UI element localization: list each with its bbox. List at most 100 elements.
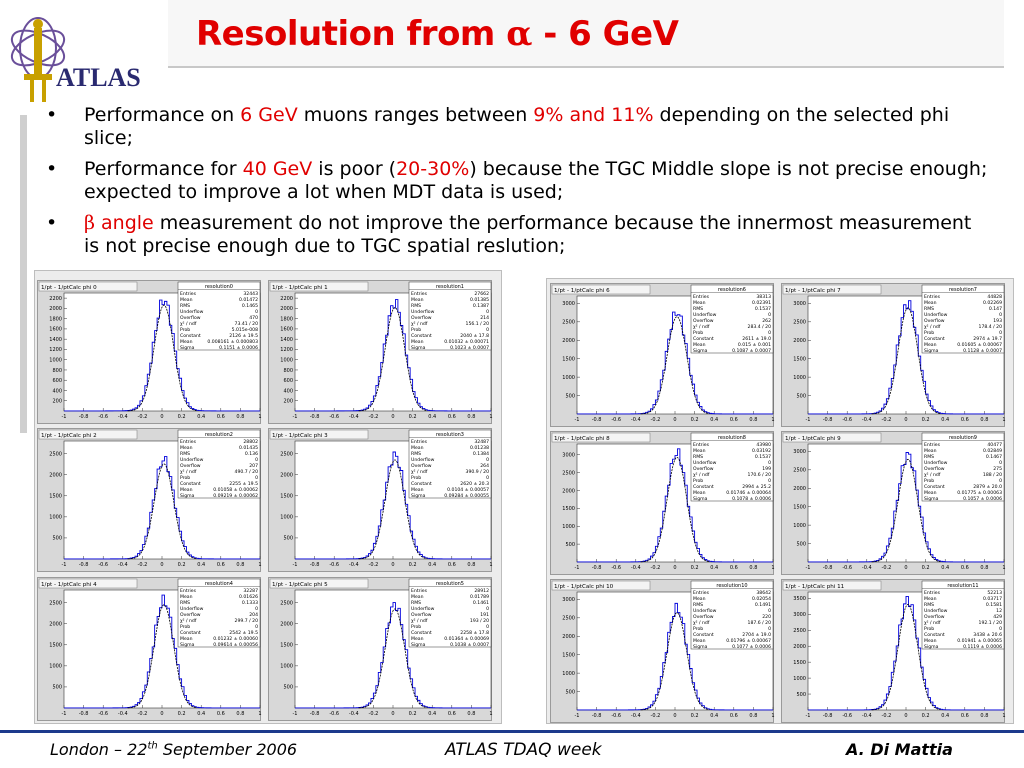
stats-value: 2258 ± 17.8 — [460, 630, 489, 636]
stats-key: Constant — [693, 632, 714, 638]
x-tick-label: 0.2 — [691, 565, 699, 571]
histogram-panel: 1/pt - 1/ptCalc phi 7 500 1000 1500 2000 2500… — [781, 283, 1006, 427]
x-tick-label: -0.8 — [310, 414, 320, 420]
stats-key: Overflow — [411, 315, 432, 321]
stats-value: 0.01385 — [470, 297, 489, 303]
y-tick-label: 2500 — [49, 600, 62, 606]
x-tick-label: -0.8 — [592, 713, 602, 719]
stats-value: 5.015e-008 — [232, 327, 258, 333]
bullet-text: muons ranges between — [297, 104, 534, 126]
histogram-panel: 1/pt - 1/ptCalc phi 5 500 1000 1500 2000 2500… — [268, 577, 493, 721]
stats-key: χ² / ndf — [693, 472, 710, 478]
x-tick-label: -0.2 — [651, 713, 661, 719]
x-tick-label: -0.4 — [631, 565, 641, 571]
stats-key: Sigma — [924, 496, 939, 502]
histogram-tab-label: 1/pt - 1/ptCalc phi 6 — [554, 288, 610, 294]
x-tick-label: -0.8 — [310, 562, 320, 568]
histogram-panel: 1/pt - 1/ptCalc phi 11 500 1000 1500 2000 250… — [781, 579, 1006, 723]
x-tick-label: -0.4 — [118, 562, 128, 568]
stats-value: 0 — [768, 478, 771, 484]
stats-box — [408, 281, 492, 351]
stats-key: Underflow — [180, 606, 204, 612]
stats-value: 0.1465 — [242, 303, 258, 309]
x-tick-label: 0.6 — [448, 414, 456, 420]
y-tick-label: 3500 — [793, 596, 806, 602]
stats-value: 0.1581 — [986, 602, 1002, 608]
stats-value: 73.41 / 20 — [235, 321, 259, 327]
stats-key: Mean — [180, 445, 193, 451]
y-tick-label: 500 — [283, 685, 293, 691]
histogram-series — [808, 452, 1004, 563]
stats-key: Prob — [411, 624, 421, 630]
x-tick-label: 0.8 — [467, 711, 475, 717]
x-tick-label: 1 — [771, 417, 774, 423]
stats-value: 0 — [768, 460, 771, 466]
stats-value: 0.015 ± 0.001 — [738, 342, 771, 348]
histogram-series — [64, 594, 260, 709]
stats-key: Entries — [180, 291, 197, 297]
stats-value: 0 — [999, 460, 1002, 466]
histogram-tab — [269, 281, 369, 292]
x-tick-label: -1 — [293, 711, 298, 717]
stats-key: RMS — [924, 454, 934, 460]
bullet-item: • Performance on 6 GeV muons ranges betwe… — [42, 104, 992, 150]
stats-key: RMS — [411, 303, 421, 309]
stats-value: 0.02269 — [983, 300, 1002, 306]
x-tick-label: -0.2 — [138, 562, 148, 568]
stats-value: 214 — [480, 315, 489, 321]
stats-box — [690, 284, 774, 354]
x-tick-label: 0 — [904, 713, 907, 719]
stats-key: Constant — [924, 632, 945, 638]
stats-value: 262 — [762, 318, 771, 324]
stats-value: 0.1023 ± 0.0007 — [450, 345, 489, 351]
stats-value: 0.1467 — [986, 454, 1002, 460]
stats-value: 0.01238 — [470, 445, 489, 451]
y-tick-label: 1000 — [49, 515, 62, 521]
histogram-series — [295, 451, 491, 560]
stats-key: χ² / ndf — [180, 469, 197, 475]
x-tick-label: -0.4 — [862, 565, 872, 571]
x-tick-label: 1 — [258, 414, 261, 420]
x-tick-label: 0 — [673, 713, 676, 719]
stats-value: 52213 — [987, 590, 1002, 596]
y-tick-label: 400 — [283, 388, 293, 394]
bullet-text: ) because the TGC Middle slope is not pr… — [84, 158, 988, 203]
stats-value: 2620 ± 20.3 — [460, 481, 489, 487]
stats-key: Entries — [924, 442, 941, 448]
x-tick-label: 0 — [904, 417, 907, 423]
y-tick-label: 2000 — [793, 644, 806, 650]
y-tick-label: 3000 — [793, 301, 806, 307]
histogram-tab — [782, 580, 882, 591]
histogram-tab — [269, 429, 369, 440]
stats-box — [921, 432, 1005, 502]
histogram-tab-label: 1/pt - 1/ptCalc phi 1 — [272, 285, 328, 291]
stats-key: RMS — [693, 306, 703, 312]
stats-key: Overflow — [180, 612, 201, 618]
x-tick-label: -0.8 — [310, 711, 320, 717]
histogram-panel: 1/pt - 1/ptCalc phi 10 500 1000 1500 2000 250… — [550, 579, 775, 723]
x-tick-label: -0.6 — [329, 414, 339, 420]
stats-value: 0.01626 — [239, 594, 258, 600]
stats-key: Entries — [693, 294, 710, 300]
stats-key: Overflow — [693, 318, 714, 324]
x-tick-label: -0.4 — [349, 711, 359, 717]
stats-key: Prob — [411, 475, 421, 481]
stats-key: Sigma — [180, 642, 195, 648]
y-tick-label: 1400 — [280, 337, 293, 343]
x-tick-label: 0 — [160, 562, 163, 568]
stats-key: RMS — [180, 303, 190, 309]
y-tick-label: 2000 — [562, 488, 575, 494]
stats-key: Constant — [180, 481, 201, 487]
stats-key: Underflow — [924, 312, 948, 318]
stats-value: 0.01364 ± 0.00069 — [444, 636, 489, 642]
x-tick-label: -0.8 — [823, 417, 833, 423]
histogram-series — [808, 596, 1004, 711]
bullet-text: measurement do not improve the performan… — [84, 212, 972, 257]
stats-value: 0.01941 ± 0.00065 — [957, 638, 1002, 644]
bullet-item: • Performance for 40 GeV is poor (20-30%)… — [42, 158, 992, 204]
logo-text: ATLAS — [56, 63, 141, 92]
stats-value: 0.1537 — [755, 306, 771, 312]
stats-key: χ² / ndf — [693, 620, 710, 626]
histogram-tab-label: 1/pt - 1/ptCalc phi 9 — [785, 436, 841, 442]
y-tick-label: 1000 — [562, 671, 575, 677]
